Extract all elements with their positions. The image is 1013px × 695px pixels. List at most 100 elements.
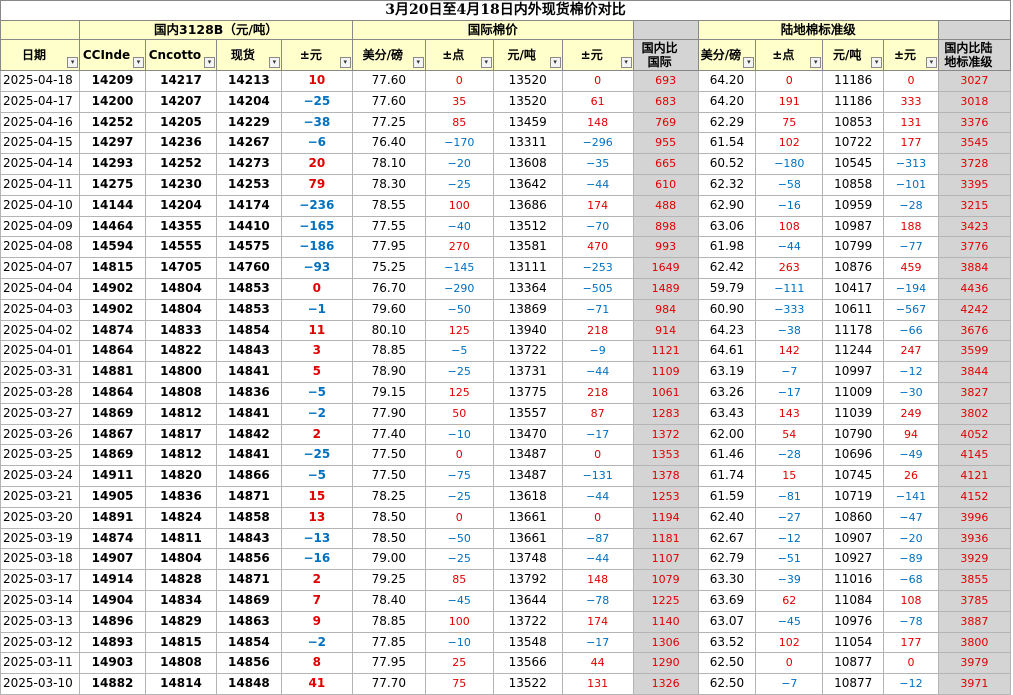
cell-chg[interactable]: 10 [280,70,353,92]
cell-ratio2[interactable]: 3599 [937,340,1012,363]
cell-pt[interactable]: 100 [424,610,494,633]
cell-pt[interactable]: −45 [424,589,494,612]
cell-ratio2[interactable]: 3545 [937,132,1012,155]
cell-chg[interactable]: −6 [280,132,353,155]
cell-chg2[interactable]: −71 [561,298,634,321]
filter-dropdown-icon[interactable]: ▾ [743,57,755,68]
cell-chg3[interactable]: −49 [883,444,939,467]
cell-ratio[interactable]: 683 [632,90,699,113]
cell-cn[interactable]: 14808 [144,652,217,675]
cell-usc2[interactable]: 63.30 [697,569,757,591]
cell-spot[interactable]: 14841 [215,444,282,467]
cell-ratio2[interactable]: 3776 [937,236,1012,259]
cell-chg3[interactable]: 459 [883,257,939,279]
cell-yuan2[interactable]: 10876 [822,257,885,279]
cell-pt2[interactable]: −44 [755,236,824,259]
cell-chg[interactable]: 13 [280,506,353,529]
cell-usc2[interactable]: 61.54 [697,132,757,155]
cell-spot[interactable]: 14869 [215,589,282,612]
cell-spot[interactable]: 14174 [215,194,282,217]
cell-cc[interactable]: 14297 [79,132,146,155]
cell-chg2[interactable]: 148 [561,569,634,591]
cell-chg[interactable]: −25 [280,444,353,467]
cell-yuan[interactable]: 13522 [492,673,563,695]
cell-spot[interactable]: 14843 [215,340,282,363]
cell-spot[interactable]: 14853 [215,277,282,300]
cell-pt[interactable]: 0 [424,506,494,529]
cell-yuan[interactable]: 13775 [492,381,563,404]
cell-chg3[interactable]: −89 [883,548,939,571]
cell-cc[interactable]: 14881 [79,361,146,383]
cell-yuan2[interactable]: 11016 [822,569,885,591]
cell-chg2[interactable]: 0 [561,70,634,92]
filter-dropdown-icon[interactable]: ▾ [810,57,822,68]
cell-cc[interactable]: 14200 [79,90,146,113]
cell-ratio2[interactable]: 3844 [937,361,1012,383]
cell-ratio2[interactable]: 4145 [937,444,1012,467]
cell-yuan2[interactable]: 10722 [822,132,885,155]
cell-cn[interactable]: 14800 [144,361,217,383]
cell-ratio2[interactable]: 3929 [937,548,1012,571]
cell-cc[interactable]: 14275 [79,173,146,196]
cell-cc[interactable]: 14907 [79,548,146,571]
cell-pt[interactable]: −50 [424,298,494,321]
cell-ratio[interactable]: 1372 [632,423,699,446]
cell-usc[interactable]: 77.50 [351,444,426,467]
cell-cc[interactable]: 14902 [79,277,146,300]
cell-ratio2[interactable]: 4121 [937,465,1012,487]
cell-chg2[interactable]: 61 [561,90,634,113]
cell-ratio[interactable]: 693 [632,70,699,92]
cell-ratio[interactable]: 993 [632,236,699,259]
cell-chg3[interactable]: 0 [883,70,939,92]
cell-spot[interactable]: 14841 [215,361,282,383]
cell-chg[interactable]: −13 [280,527,353,550]
cell-chg[interactable]: 7 [280,589,353,612]
cell-chg[interactable]: 8 [280,652,353,675]
cell-ratio2[interactable]: 3887 [937,610,1012,633]
cell-cc[interactable]: 14874 [79,319,146,342]
cell-yuan[interactable]: 13618 [492,485,563,508]
cell-date[interactable]: 2025-04-14 [0,153,81,175]
cell-ratio2[interactable]: 4152 [937,485,1012,508]
cell-chg2[interactable]: −44 [561,361,634,383]
cell-pt2[interactable]: −16 [755,194,824,217]
cell-cn[interactable]: 14804 [144,277,217,300]
cell-yuan2[interactable]: 11186 [822,90,885,113]
cell-spot[interactable]: 14213 [215,70,282,92]
cell-chg2[interactable]: 0 [561,506,634,529]
cell-date[interactable]: 2025-03-31 [0,361,81,383]
cell-yuan2[interactable]: 10976 [822,610,885,633]
cell-ratio2[interactable]: 4436 [937,277,1012,300]
cell-cn[interactable]: 14555 [144,236,217,259]
cell-spot[interactable]: 14858 [215,506,282,529]
cell-ratio[interactable]: 984 [632,298,699,321]
cell-chg3[interactable]: −78 [883,610,939,633]
cell-date[interactable]: 2025-03-27 [0,402,81,425]
cell-chg2[interactable]: −253 [561,257,634,279]
filter-dropdown-icon[interactable]: ▾ [549,57,561,68]
cell-ratio[interactable]: 1283 [632,402,699,425]
cell-ratio2[interactable]: 3676 [937,319,1012,342]
filter-dropdown-icon[interactable]: ▾ [925,57,937,68]
cell-yuan[interactable]: 13661 [492,527,563,550]
cell-spot[interactable]: 14229 [215,111,282,134]
cell-chg[interactable]: −16 [280,548,353,571]
cell-chg3[interactable]: −141 [883,485,939,508]
cell-usc[interactable]: 77.85 [351,631,426,654]
cell-pt2[interactable]: 191 [755,90,824,113]
cell-chg[interactable]: 11 [280,319,353,342]
cell-pt2[interactable]: −7 [755,673,824,695]
cell-cc[interactable]: 14914 [79,569,146,591]
cell-chg2[interactable]: 148 [561,111,634,134]
cell-cc[interactable]: 14896 [79,610,146,633]
cell-chg3[interactable]: −567 [883,298,939,321]
cell-chg2[interactable]: −44 [561,485,634,508]
cell-cn[interactable]: 14812 [144,402,217,425]
cell-yuan[interactable]: 13111 [492,257,563,279]
cell-pt2[interactable]: −180 [755,153,824,175]
cell-usc[interactable]: 78.25 [351,485,426,508]
cell-pt[interactable]: 75 [424,673,494,695]
cell-pt2[interactable]: −81 [755,485,824,508]
cell-pt2[interactable]: 0 [755,70,824,92]
cell-chg3[interactable]: −12 [883,673,939,695]
